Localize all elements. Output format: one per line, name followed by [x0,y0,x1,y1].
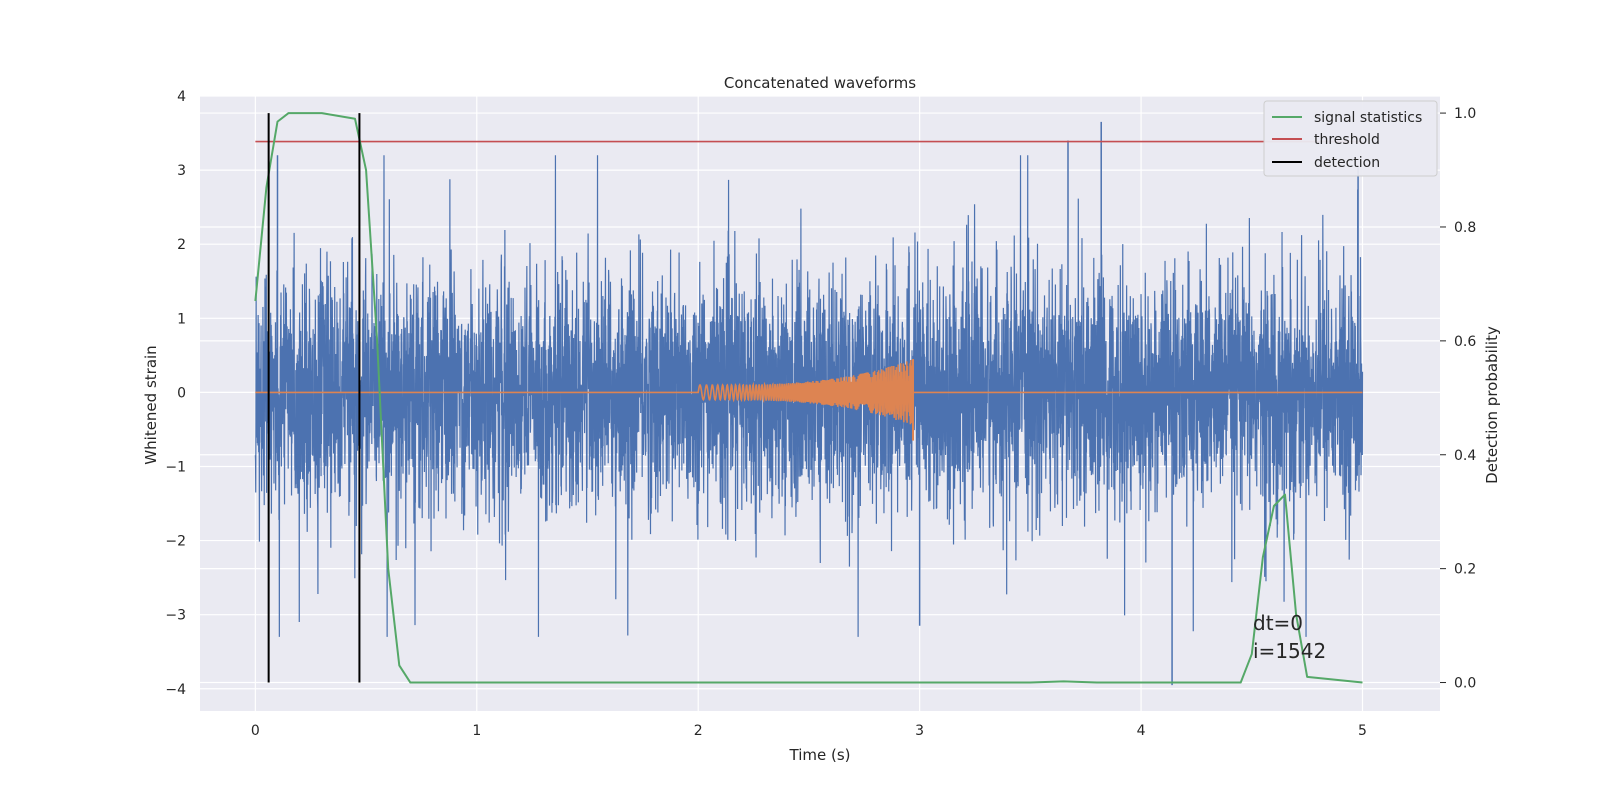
y-tick-label: −2 [165,534,186,550]
y-tick-label: −1 [165,459,186,475]
annotation-i: i=1542 [1253,639,1326,663]
y2-tick-label: 0.2 [1454,562,1476,578]
y2-tick-label: 0.8 [1454,220,1476,236]
y-tick-label: 4 [177,89,186,105]
y-tick-label: −3 [165,608,186,624]
x-tick-label: 5 [1358,723,1367,739]
plot-area [254,112,1364,686]
y2-tick-label: 0.6 [1454,334,1476,350]
x-axis-label: Time (s) [789,746,851,764]
annotation-dt: dt=0 [1253,611,1303,635]
x-tick-label: 1 [472,723,481,739]
y-tick-label: 0 [177,385,186,401]
y2-tick-label: 0.0 [1454,676,1476,692]
y-tick-label: −4 [165,682,186,698]
signal-statistics-line [254,112,1363,684]
y2-tick-label: 0.4 [1454,448,1476,464]
x-tick-label: 2 [694,723,703,739]
y2-tick-label: 1.0 [1454,106,1476,122]
y-tick-label: 2 [177,237,186,253]
y-tick-label: 3 [177,163,186,179]
legend-label-detection: detection [1314,155,1380,171]
legend-box [1263,100,1438,177]
legend: signal statistics threshold detection [1263,100,1438,177]
data-layer [254,112,1364,686]
y2-axis-label: Detection probability [1483,326,1501,484]
x-tick-label: 0 [251,723,260,739]
legend-label-signal-statistics: signal statistics [1314,110,1422,126]
strain-series-line [254,155,1364,637]
x-tick-label: 3 [915,723,924,739]
y-tick-label: 1 [177,311,186,327]
ticks: 0 1 2 3 4 5 −4 −3 −2 −1 0 1 2 3 4 0.0 0.2 0.4 0.6 0.8 1.0 [165,89,1476,739]
x-tick-label: 4 [1137,723,1146,739]
legend-label-threshold: threshold [1314,132,1380,148]
chart-title: Concatenated waveforms [724,74,916,92]
y-axis-label: Whitened strain [142,345,160,464]
injection-series-line [255,359,1363,425]
